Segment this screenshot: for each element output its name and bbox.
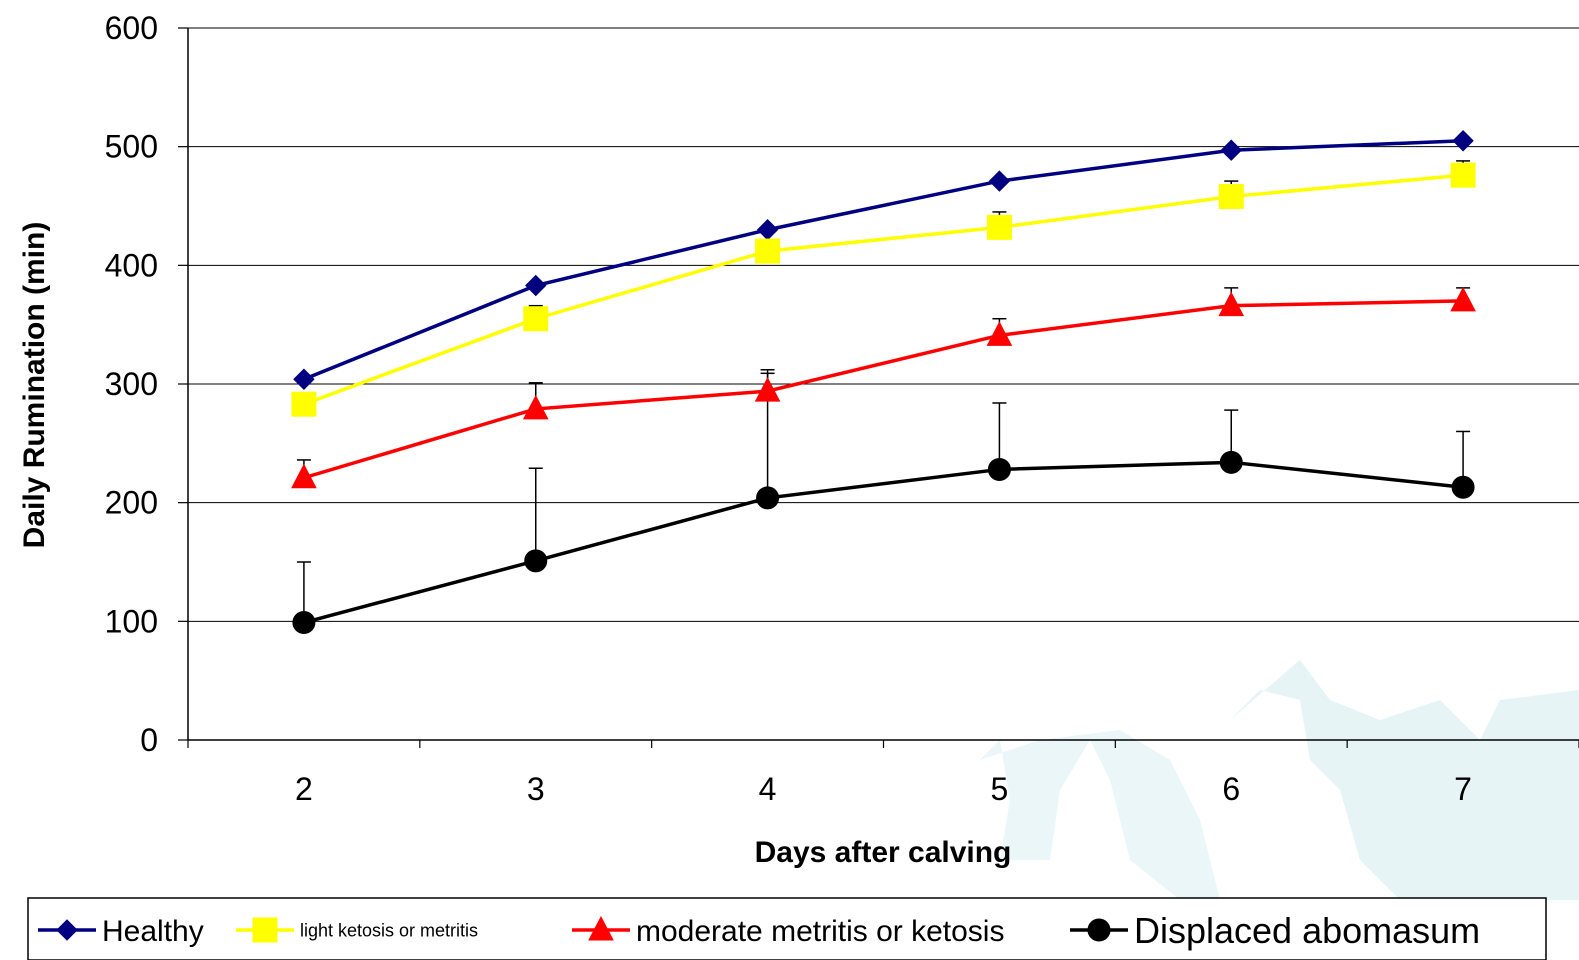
y-tick-label: 300 bbox=[105, 366, 158, 402]
data-point bbox=[293, 368, 315, 390]
data-point bbox=[1452, 130, 1474, 152]
x-tick-label: 6 bbox=[1222, 771, 1240, 807]
gridlines bbox=[178, 27, 1579, 741]
series-group bbox=[291, 130, 1476, 635]
y-tick-label: 500 bbox=[105, 129, 158, 165]
watermark-cow-silhouette bbox=[980, 660, 1579, 900]
y-tick-labels: 0 100 200 300 400 500 600 bbox=[105, 10, 158, 758]
series-healthy bbox=[293, 130, 1474, 390]
legend-label: moderate metritis or ketosis bbox=[636, 915, 1004, 948]
y-axis-label: Daily Rumination (min) bbox=[18, 222, 51, 549]
data-point bbox=[252, 917, 278, 943]
legend-label: light ketosis or metritis bbox=[300, 920, 478, 940]
legend-item: Displaced abomasum bbox=[1070, 910, 1480, 951]
data-point bbox=[1450, 286, 1476, 312]
data-point bbox=[524, 549, 548, 573]
data-point bbox=[56, 919, 78, 941]
data-point bbox=[292, 611, 316, 635]
axes bbox=[187, 28, 1579, 748]
watermark-shape bbox=[980, 730, 1220, 900]
data-point bbox=[588, 915, 614, 941]
data-point bbox=[291, 463, 317, 489]
data-point bbox=[1218, 291, 1245, 317]
data-point bbox=[987, 457, 1011, 481]
data-point bbox=[986, 321, 1013, 346]
y-tick-label: 200 bbox=[105, 485, 158, 521]
watermark-shape bbox=[1230, 660, 1579, 900]
data-point bbox=[1450, 162, 1476, 188]
data-point bbox=[756, 219, 779, 241]
data-point bbox=[522, 394, 549, 420]
data-point bbox=[1087, 918, 1111, 942]
data-point bbox=[754, 377, 781, 402]
data-point bbox=[986, 214, 1012, 240]
data-point bbox=[988, 170, 1011, 192]
series-line bbox=[303, 138, 1464, 381]
data-point bbox=[1219, 450, 1243, 474]
x-tick-label: 4 bbox=[759, 771, 777, 807]
series-line bbox=[303, 460, 1464, 625]
x-tick-label: 2 bbox=[295, 771, 313, 807]
x-tick-label: 5 bbox=[991, 771, 1009, 807]
y-tick-label: 100 bbox=[105, 603, 158, 639]
data-point bbox=[756, 486, 780, 510]
data-point bbox=[523, 306, 549, 332]
series-displaced-abomasum bbox=[292, 450, 1475, 635]
series-moderate-metritis-or-ketosis bbox=[291, 286, 1476, 489]
legend-item: light ketosis or metritis bbox=[236, 917, 478, 943]
data-point bbox=[1220, 139, 1242, 161]
x-tick-label: 3 bbox=[527, 771, 545, 807]
y-tick-label: 0 bbox=[140, 722, 158, 758]
legend-item: Healthy bbox=[38, 915, 204, 948]
legend-item: moderate metritis or ketosis bbox=[572, 915, 1004, 948]
data-point bbox=[755, 238, 781, 264]
y-tick-label: 600 bbox=[105, 10, 158, 46]
data-point bbox=[291, 391, 317, 417]
legend-label: Displaced abomasum bbox=[1134, 910, 1480, 951]
error-bars bbox=[296, 160, 1471, 623]
legend: Healthy light ketosis or metritis moderate… bbox=[27, 897, 1547, 960]
y-tick-label: 400 bbox=[105, 247, 158, 283]
series-line bbox=[303, 299, 1464, 480]
x-tick-labels: 2 3 4 5 6 7 bbox=[295, 771, 1472, 807]
x-tick-label: 7 bbox=[1454, 771, 1472, 807]
series-light-ketosis-or-metritis bbox=[291, 162, 1476, 417]
data-point bbox=[1451, 475, 1475, 499]
data-point bbox=[525, 274, 547, 297]
series-line bbox=[303, 173, 1464, 406]
data-point bbox=[1218, 184, 1244, 210]
legend-label: Healthy bbox=[102, 915, 204, 948]
x-axis-label: Days after calving bbox=[755, 836, 1012, 869]
